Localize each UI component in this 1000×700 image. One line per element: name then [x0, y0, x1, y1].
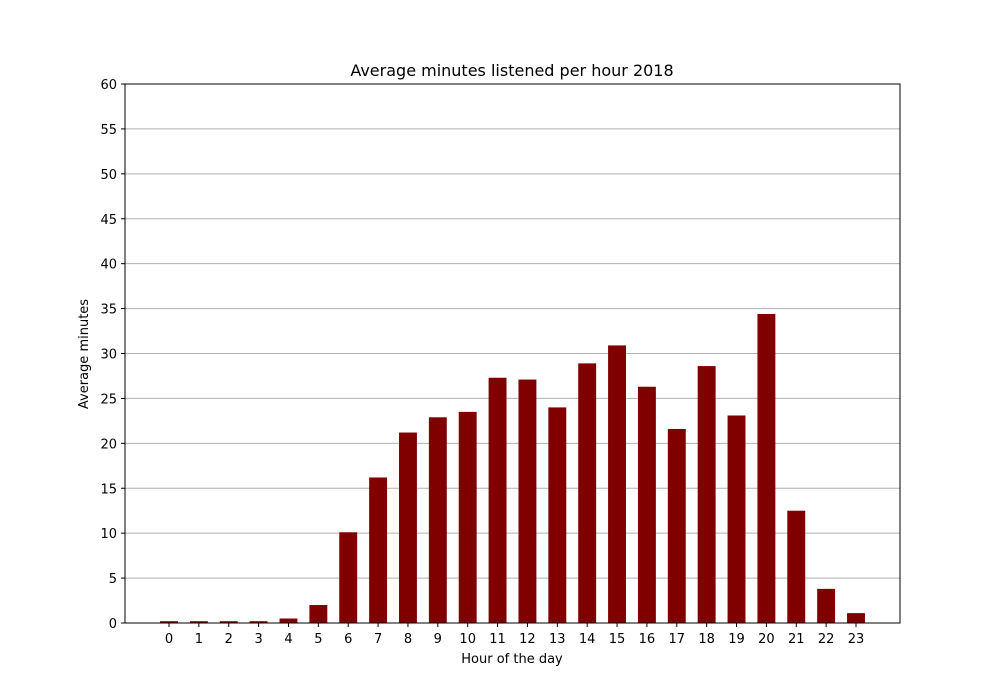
x-tick-label: 8	[404, 632, 412, 647]
x-tick-label: 17	[669, 632, 686, 647]
y-tick-label: 15	[100, 482, 117, 497]
x-tick-label: 21	[788, 632, 805, 647]
bar-hour-7	[369, 477, 388, 623]
bar-hour-19	[727, 415, 746, 623]
x-tick-label: 9	[434, 632, 442, 647]
y-tick-label: 40	[100, 258, 117, 273]
bar-hour-23	[847, 613, 865, 623]
bar-hour-6	[339, 532, 358, 623]
y-tick-label: 50	[100, 168, 117, 183]
grid-lines	[125, 128, 900, 579]
x-tick-label: 13	[549, 632, 566, 647]
bar-hour-8	[398, 432, 417, 623]
x-axis-ticks: 0 1 2 3 4 5 6 7 8 9 10 11 12 13 14 15 16 17 18 19 20 21 22 23	[165, 623, 864, 647]
x-tick-label: 2	[225, 632, 233, 647]
x-tick-label: 14	[579, 632, 596, 647]
bar-hour-17	[667, 428, 686, 623]
x-tick-label: 0	[165, 632, 173, 647]
y-tick-label: 45	[100, 213, 117, 228]
x-tick-label: 4	[284, 632, 292, 647]
bar-hour-10	[458, 411, 477, 623]
bar-hour-20	[757, 313, 776, 623]
y-tick-label: 20	[100, 437, 117, 452]
x-tick-label: 16	[639, 632, 656, 647]
bar-hour-1	[189, 621, 208, 623]
x-tick-label: 7	[374, 632, 382, 647]
x-tick-label: 18	[698, 632, 715, 647]
y-tick-label: 25	[100, 392, 117, 407]
bars	[160, 313, 865, 623]
chart-title: Average minutes listened per hour 2018	[350, 61, 673, 80]
x-tick-label: 10	[459, 632, 476, 647]
bar-hour-18	[697, 366, 716, 623]
bar-hour-15	[608, 345, 627, 623]
x-tick-label: 12	[519, 632, 536, 647]
bar-hour-9	[428, 417, 447, 623]
y-tick-label: 0	[109, 617, 117, 632]
y-tick-label: 10	[100, 527, 117, 542]
y-tick-label: 5	[109, 572, 117, 587]
x-tick-label: 1	[195, 632, 203, 647]
x-tick-label: 22	[818, 632, 835, 647]
y-axis-label: Average minutes	[77, 299, 92, 409]
y-tick-label: 35	[100, 303, 117, 318]
x-axis-label: Hour of the day	[461, 652, 563, 667]
bar-hour-16	[637, 386, 656, 623]
bar-hour-21	[787, 510, 806, 623]
bar-hour-4	[279, 618, 298, 623]
x-tick-label: 6	[344, 632, 352, 647]
x-tick-label: 15	[609, 632, 626, 647]
x-tick-label: 3	[254, 632, 262, 647]
bar-hour-2	[219, 621, 238, 623]
y-tick-label: 30	[100, 348, 117, 363]
x-tick-label: 5	[314, 632, 322, 647]
bar-hour-11	[488, 377, 507, 623]
bar-hour-0	[160, 621, 178, 623]
bar-hour-12	[518, 379, 537, 623]
x-tick-label: 23	[848, 632, 865, 647]
bar-hour-22	[817, 588, 836, 623]
x-tick-label: 11	[489, 632, 506, 647]
y-axis-ticks: 0 5 10 15 20 25 30 35 40 45 50 55 60	[100, 78, 125, 632]
y-tick-label: 60	[100, 78, 117, 93]
bar-hour-14	[578, 363, 597, 623]
bar-hour-3	[249, 621, 268, 623]
y-tick-label: 55	[100, 123, 117, 138]
x-tick-label: 20	[758, 632, 775, 647]
bar-hour-5	[309, 605, 328, 623]
x-tick-label: 19	[728, 632, 745, 647]
bar-hour-13	[548, 407, 567, 623]
